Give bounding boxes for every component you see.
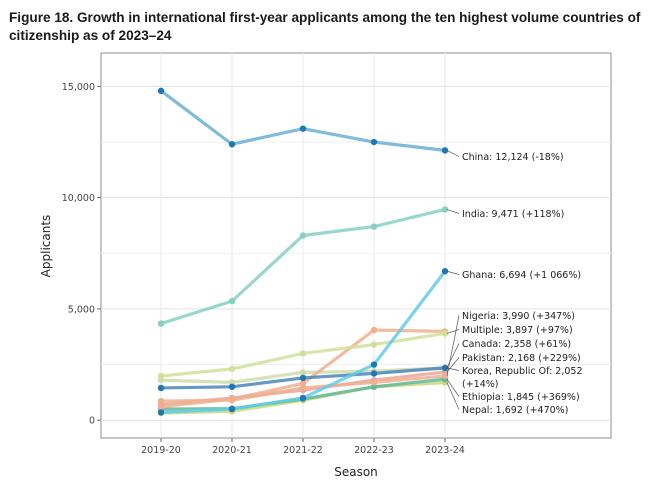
data-point [441,147,449,154]
endpoint-label: Multiple: 3,897 (+97%) [462,325,573,336]
data-point [299,232,307,239]
data-point [157,409,165,416]
y-tick-label: 10,000 [62,193,95,204]
endpoint-label: Ethiopia: 1,845 (+369%) [462,392,580,403]
series-line [157,206,449,327]
data-point [370,370,378,377]
endpoint-labels: Nepal: 1,692 (+470%) Ethiopia: 1,845 (+36… [446,150,583,416]
series-line [157,364,449,392]
endpoint-label: China: 12,124 (-18%) [462,152,564,163]
data-point [228,379,236,386]
data-point [441,268,449,275]
label-leader [446,378,460,397]
data-point [441,330,449,337]
y-axis: 0 5,000 10,000 15,000 [62,82,101,427]
endpoint-label: Nepal: 1,692 (+470%) [462,405,568,416]
data-point [299,125,307,132]
label-leader [446,329,460,334]
data-point [299,369,307,376]
data-point [370,383,378,391]
data-point [157,403,165,411]
label-leader [446,343,460,368]
data-point [370,361,378,368]
label-leader [446,270,460,275]
data-point [299,384,307,392]
label-leader [446,357,460,373]
endpoint-label: Nigeria: 3,990 (+347%) [462,311,575,322]
x-axis: 2019-20 2020-21 2021-22 2022-23 2023-24 [141,438,465,456]
y-tick-label: 5,000 [68,304,95,315]
data-point [157,397,165,405]
x-tick-label: 2023-24 [425,445,465,456]
endpoint-label: India: 9,471 (+118%) [462,209,564,220]
data-point [370,326,378,334]
data-point [157,87,165,95]
data-point [228,297,236,305]
data-point [370,379,378,386]
series-group [157,87,449,417]
data-point [228,141,236,148]
data-point [157,384,165,392]
y-tick-label: 15,000 [62,82,95,93]
endpoint-label: (+14%) [462,379,499,390]
data-point [157,320,165,327]
label-leader [446,315,460,376]
label-leader [446,367,460,371]
data-point [228,383,236,391]
x-tick-label: 2019-20 [141,445,181,456]
data-point [299,374,307,382]
label-leader [446,382,460,410]
data-point [299,350,307,357]
endpoint-label: Ghana: 6,694 (+1 066%) [462,270,581,281]
series-line [157,87,449,154]
endpoint-label: Pakistan: 2,168 (+229%) [462,353,581,364]
endpoint-label: Canada: 2,358 (+61%) [462,339,571,350]
data-point [370,341,378,348]
y-tick-label: 0 [89,416,95,427]
label-leader [446,150,460,157]
series-line [157,330,449,380]
endpoint-label: Korea, Republic Of: 2,052 [462,366,583,377]
data-point [441,206,449,213]
label-leader [446,209,460,214]
data-point [370,138,378,146]
data-point [228,395,236,403]
data-point [441,364,449,372]
series-line [157,268,449,416]
data-point [157,372,165,380]
x-tick-label: 2020-21 [212,445,252,456]
x-axis-label: Season [334,465,378,479]
y-axis-label: Applicants [39,215,53,278]
data-point [299,394,307,402]
x-tick-label: 2022-23 [354,445,394,456]
x-tick-label: 2021-22 [283,445,323,456]
data-point [299,380,307,387]
data-point [370,223,378,230]
data-point [228,405,236,413]
data-point [441,372,449,380]
data-point [228,365,236,373]
chart-title: Figure 18. Growth in international first… [9,10,641,43]
